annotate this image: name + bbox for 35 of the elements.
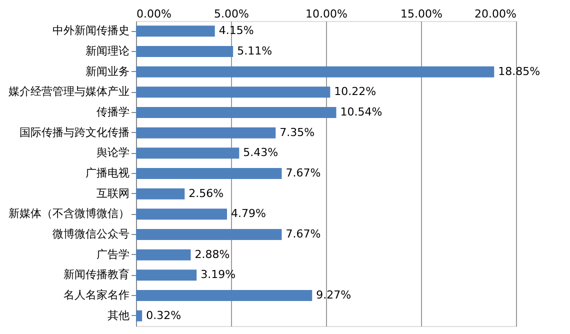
- data-label: 7.35%: [280, 126, 315, 139]
- data-label: 2.56%: [188, 186, 224, 200]
- y-tick-label: 新媒体（不含微博微信）: [8, 207, 130, 220]
- y-tick-label: 国际传播与跨文化传播: [20, 126, 130, 139]
- y-tick-label: 互联网: [96, 186, 130, 200]
- y-tick-label: 其他: [108, 308, 130, 322]
- y-tick-label: 舆论学: [96, 146, 130, 160]
- data-label: 0.32%: [146, 308, 182, 322]
- x-tick-label: 5.00%: [214, 8, 249, 20]
- y-tick-label: 中外新闻传播史: [52, 24, 130, 38]
- data-label: 4.79%: [231, 207, 266, 220]
- y-tick-label: 新闻业务: [86, 64, 130, 78]
- data-label: 10.54%: [340, 106, 382, 118]
- y-tick-label: 广告学: [96, 248, 130, 261]
- x-tick-label: 15.00%: [400, 8, 442, 20]
- y-tick-label: 新闻理论: [86, 44, 130, 58]
- data-label: 4.15%: [218, 24, 254, 38]
- y-tick-label: 新闻传播教育: [64, 268, 130, 282]
- x-tick-label: 10.00%: [306, 8, 348, 20]
- data-label: 7.67%: [286, 166, 321, 180]
- data-label: 7.67%: [286, 228, 321, 240]
- x-tick-label: 20.00%: [474, 8, 516, 20]
- data-label: 5.43%: [243, 146, 278, 160]
- y-tick-label: 媒介经营管理与媒体产业: [8, 85, 130, 98]
- x-tick-label: 0.00%: [136, 8, 172, 20]
- data-label: 5.11%: [237, 44, 272, 58]
- data-label: 2.88%: [194, 248, 230, 261]
- y-tick-label: 广播电视: [86, 166, 130, 180]
- y-tick-label: 名人名家名作: [64, 288, 130, 302]
- data-label: 10.22%: [334, 85, 376, 98]
- y-tick-label: 微博微信公众号: [52, 228, 130, 240]
- data-label: 9.27%: [316, 288, 352, 302]
- y-tick-label: 传播学: [96, 106, 130, 118]
- data-label: 3.19%: [200, 268, 236, 282]
- data-label: 18.85%: [498, 64, 540, 78]
